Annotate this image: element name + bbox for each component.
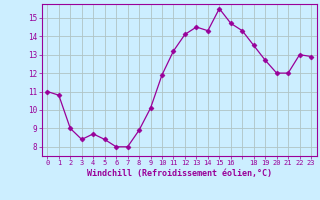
X-axis label: Windchill (Refroidissement éolien,°C): Windchill (Refroidissement éolien,°C) bbox=[87, 169, 272, 178]
